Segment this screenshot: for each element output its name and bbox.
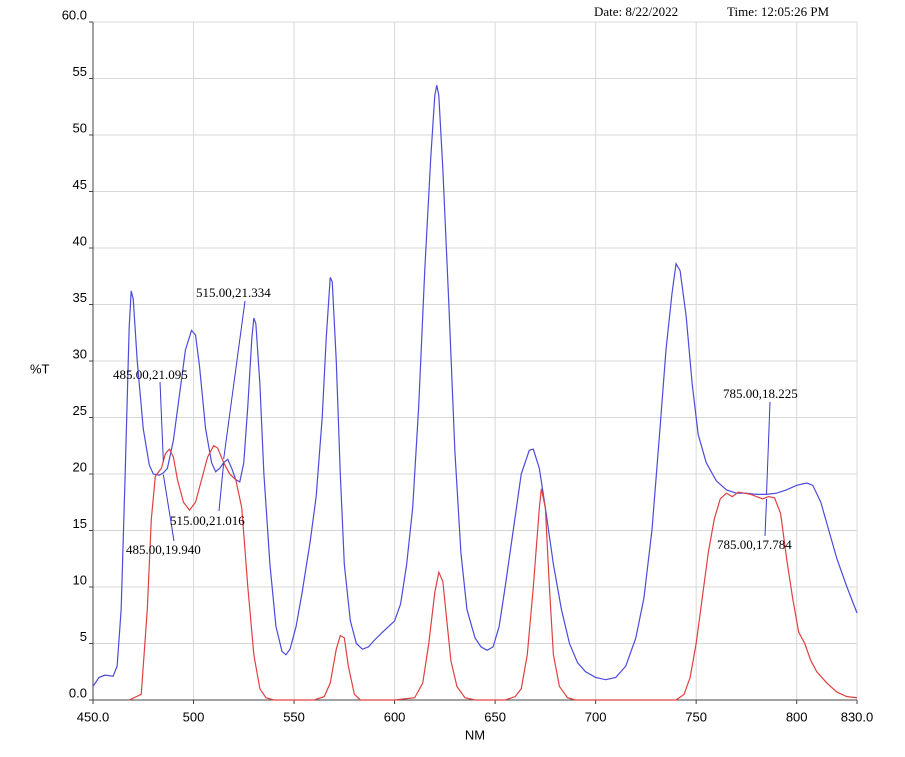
y-tick-label: 15 — [73, 516, 87, 531]
callout-line — [162, 474, 175, 542]
y-axis-label: %T — [30, 361, 50, 376]
y-tick-label: 55 — [73, 64, 87, 79]
x-tick-label: 700 — [585, 709, 607, 724]
x-tick-label: 450.0 — [77, 709, 110, 724]
callout-line — [218, 462, 225, 512]
callout-line — [764, 499, 768, 537]
callout-label: 515.00,21.334 — [196, 285, 271, 300]
x-tick-label: 750 — [685, 709, 707, 724]
y-tick-label: 20 — [73, 459, 87, 474]
callout-label: 785.00,18.225 — [723, 386, 798, 401]
callout-line — [766, 401, 771, 495]
y-tick-label: 25 — [73, 403, 87, 418]
y-tick-label: 60.0 — [62, 7, 87, 22]
callout-line — [159, 381, 164, 462]
callout-label: 785.00,17.784 — [717, 537, 792, 552]
y-tick-label: 45 — [73, 177, 87, 192]
callout-line — [223, 300, 246, 459]
y-tick-label: 35 — [73, 290, 87, 305]
x-tick-label: 600 — [384, 709, 406, 724]
y-tick-label: 10 — [73, 572, 87, 587]
callout-label: 515.00,21.016 — [170, 513, 245, 528]
y-tick-label: 40 — [73, 233, 87, 248]
callout-label: 485.00,21.095 — [113, 367, 188, 382]
y-tick-label: 5 — [80, 629, 87, 644]
x-tick-label: 830.0 — [841, 709, 874, 724]
spectrum-line — [128, 444, 858, 701]
date: Date: 8/22/2022 — [594, 4, 678, 19]
callout-label: 485.00,19.940 — [126, 542, 201, 557]
x-tick-label: 550 — [283, 709, 305, 724]
time: Time: 12:05:26 PM — [727, 4, 830, 19]
y-tick-label: 50 — [73, 120, 87, 135]
x-tick-label: 650 — [484, 709, 506, 724]
x-axis-label: NM — [465, 727, 485, 742]
x-tick-label: 500 — [183, 709, 205, 724]
x-tick-label: 800 — [786, 709, 808, 724]
y-tick-label: 30 — [73, 346, 87, 361]
y-tick-label: 0.0 — [69, 685, 87, 700]
spectrum-line — [92, 85, 858, 687]
